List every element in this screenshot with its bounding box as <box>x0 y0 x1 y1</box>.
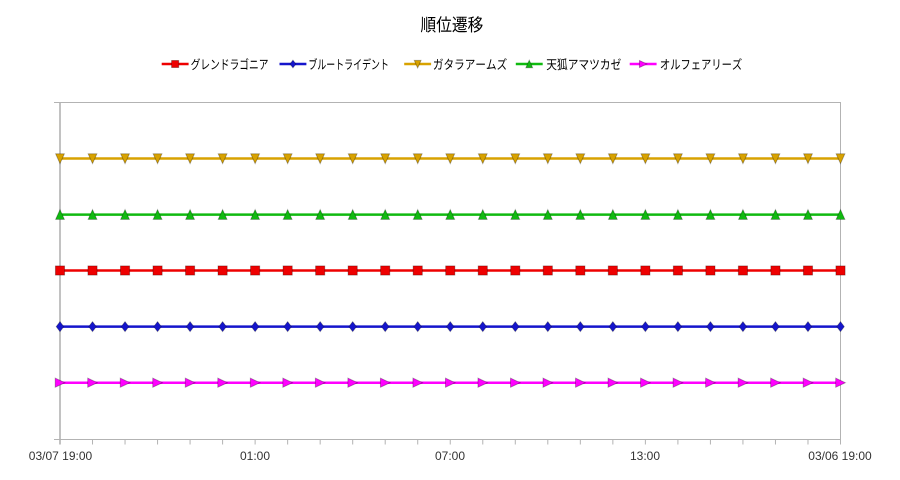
svg-text:07:00: 07:00 <box>435 449 465 463</box>
svg-text:03/06 19:00: 03/06 19:00 <box>808 449 872 463</box>
svg-text:13:00: 13:00 <box>630 449 660 463</box>
svg-text:01:00: 01:00 <box>240 449 270 463</box>
svg-text:03/07 19:00: 03/07 19:00 <box>29 449 93 463</box>
